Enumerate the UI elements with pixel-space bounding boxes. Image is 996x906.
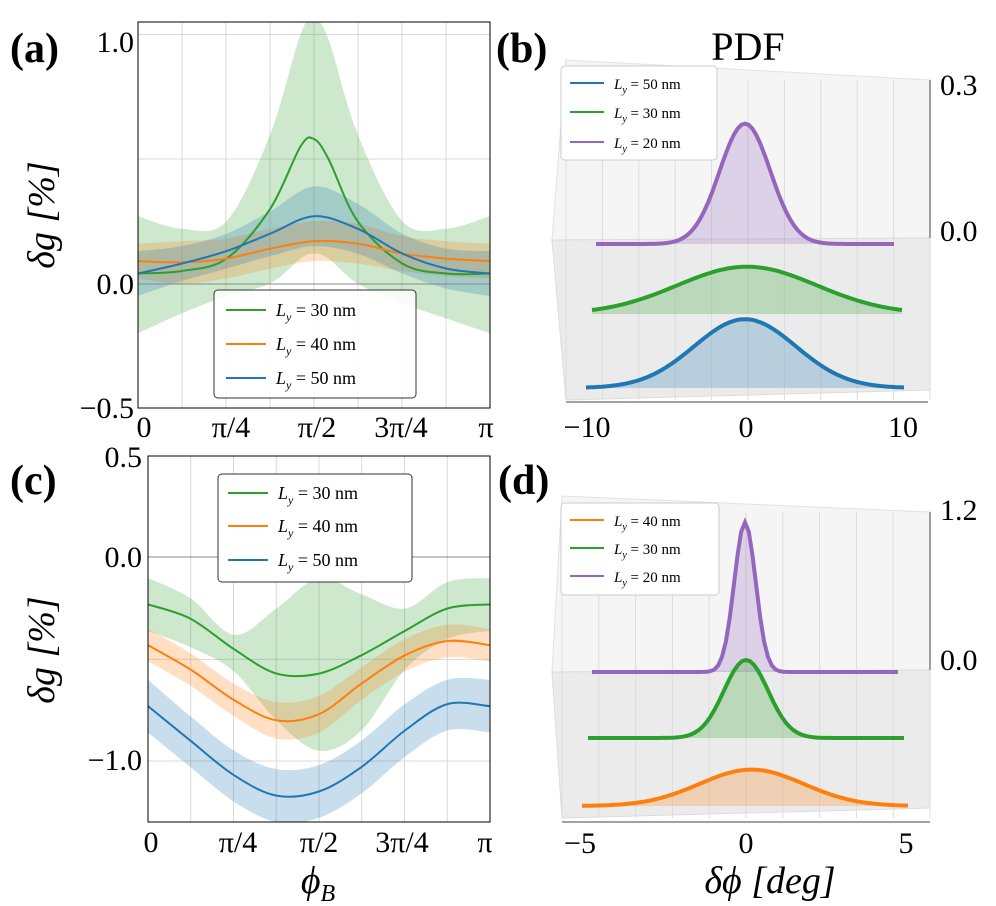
curves-b bbox=[585, 121, 905, 390]
panel-d: (d) −5 0 5 1.2 0.0 δϕ [deg] Ly = 40 nm L… bbox=[498, 458, 978, 902]
xtick-a-1: π/4 bbox=[212, 411, 250, 444]
xtick-a-0: 0 bbox=[137, 411, 152, 444]
xtick-c-4: π bbox=[477, 826, 492, 859]
legend-b-label-1: Ly = 30 nm bbox=[613, 106, 681, 125]
pdf-fill-d-0 bbox=[582, 769, 908, 806]
band-a-1 bbox=[138, 220, 490, 284]
xtick-c-3: 3π/4 bbox=[375, 826, 428, 859]
panel-label-b: (b) bbox=[496, 26, 547, 72]
legend-a-label-2: Ly = 50 nm bbox=[275, 368, 356, 392]
lines-a bbox=[138, 136, 490, 276]
bands-c bbox=[148, 577, 490, 822]
band-c-0 bbox=[148, 577, 490, 752]
panel-label-d: (d) bbox=[498, 458, 549, 504]
ylabel-a: δg [%] bbox=[21, 161, 63, 268]
panel-label-a: (a) bbox=[10, 26, 59, 72]
xtick-d-0: −5 bbox=[564, 827, 596, 860]
legend-c-label-1: Ly = 40 nm bbox=[277, 516, 358, 540]
pdf-curve-b-1 bbox=[591, 264, 903, 312]
xtick-c-0: 0 bbox=[144, 826, 159, 859]
xtick-a-2: π/2 bbox=[298, 411, 336, 444]
lines-c bbox=[148, 603, 490, 798]
legend-d-label-1: Ly = 30 nm bbox=[613, 542, 681, 561]
axes-frame-c bbox=[147, 455, 491, 823]
xtick-c-2: π/2 bbox=[300, 826, 338, 859]
pdf-fill-d-2 bbox=[592, 522, 898, 672]
legend-b-label-0: Ly = 50 nm bbox=[613, 77, 681, 96]
ylabel-c: δg [%] bbox=[21, 596, 63, 703]
legend-a: Ly = 30 nm Ly = 40 nm Ly = 50 nm bbox=[213, 289, 417, 399]
ytick-a-1: 0.0 bbox=[97, 268, 135, 301]
panel-label-c: (c) bbox=[10, 458, 57, 504]
line-c-0 bbox=[148, 603, 490, 678]
ztick-d-0: 0.0 bbox=[940, 644, 978, 677]
panel-a: (a) 1.0 0.0 −0.5 0 π/4 π/2 3π/4 π δg [%]… bbox=[10, 21, 494, 444]
pdf-fill-b-1 bbox=[592, 266, 902, 314]
xlabel-d: δϕ [deg] bbox=[704, 860, 835, 902]
xtick-d-2: 5 bbox=[899, 827, 914, 860]
xtick-a-4: π bbox=[478, 411, 493, 444]
pdf-curve-d-1 bbox=[588, 657, 904, 740]
panel-b: (b) PDF −10 0 10 0.3 0.0 Ly = 50 nm Ly =… bbox=[496, 24, 978, 444]
legend-a-label-1: Ly = 40 nm bbox=[275, 334, 356, 358]
line-a-0 bbox=[138, 136, 490, 276]
legend-b: Ly = 50 nm Ly = 30 nm Ly = 20 nm bbox=[560, 65, 718, 161]
xtick-d-1: 0 bbox=[739, 827, 754, 860]
legend-d: Ly = 40 nm Ly = 30 nm Ly = 20 nm bbox=[560, 502, 720, 596]
xtick-a-3: 3π/4 bbox=[374, 411, 427, 444]
legend-c-label-0: Ly = 30 nm bbox=[277, 483, 358, 507]
legend-c: Ly = 30 nm Ly = 40 nm Ly = 50 nm bbox=[217, 473, 413, 583]
pdf-fill-b-2 bbox=[596, 123, 894, 244]
ztick-b-0: 0.0 bbox=[940, 215, 978, 248]
band-c-1 bbox=[148, 624, 490, 740]
xtick-b-2: 10 bbox=[888, 411, 918, 444]
line-c-1 bbox=[148, 639, 490, 723]
title-b: PDF bbox=[711, 24, 784, 69]
line-c-2 bbox=[148, 701, 490, 798]
xtick-b-0: −10 bbox=[564, 411, 611, 444]
ztick-d-1: 1.2 bbox=[940, 494, 978, 527]
band-c-2 bbox=[148, 677, 490, 822]
xtick-c-1: π/4 bbox=[219, 826, 257, 859]
ytick-c-1: 0.0 bbox=[105, 541, 143, 574]
band-a-0 bbox=[138, 22, 490, 334]
panel-c: (c) 0.5 0.0 −1.0 0 π/4 π/2 3π/4 π δg [%]… bbox=[10, 441, 493, 906]
pdf-curve-d-0 bbox=[582, 767, 909, 808]
legend-a-label-0: Ly = 30 nm bbox=[275, 300, 356, 324]
pdf-curve-b-0 bbox=[585, 317, 905, 390]
ztick-b-1: 0.3 bbox=[940, 69, 978, 102]
legend-d-label-0: Ly = 40 nm bbox=[613, 514, 681, 533]
pdf-fill-b-0 bbox=[586, 319, 904, 388]
pdf-curve-b-2 bbox=[596, 121, 894, 246]
pdf-curve-d-2 bbox=[592, 517, 898, 674]
xlabel-c: ϕB bbox=[301, 860, 336, 906]
ytick-c-2: −1.0 bbox=[88, 744, 142, 777]
pdf-fill-d-1 bbox=[588, 660, 904, 738]
ytick-a-2: −0.5 bbox=[80, 392, 134, 425]
legend-b-label-2: Ly = 20 nm bbox=[613, 136, 681, 155]
xtick-b-1: 0 bbox=[739, 411, 754, 444]
axes-frame-a bbox=[137, 21, 491, 409]
ytick-a-0: 1.0 bbox=[97, 26, 135, 59]
line-a-2 bbox=[138, 215, 490, 275]
legend-d-label-2: Ly = 20 nm bbox=[613, 570, 681, 589]
line-a-1 bbox=[138, 239, 490, 264]
legend-c-label-2: Ly = 50 nm bbox=[277, 550, 358, 574]
ytick-c-0: 0.5 bbox=[105, 441, 143, 474]
curves-d bbox=[582, 517, 909, 808]
grid-b bbox=[565, 80, 931, 400]
